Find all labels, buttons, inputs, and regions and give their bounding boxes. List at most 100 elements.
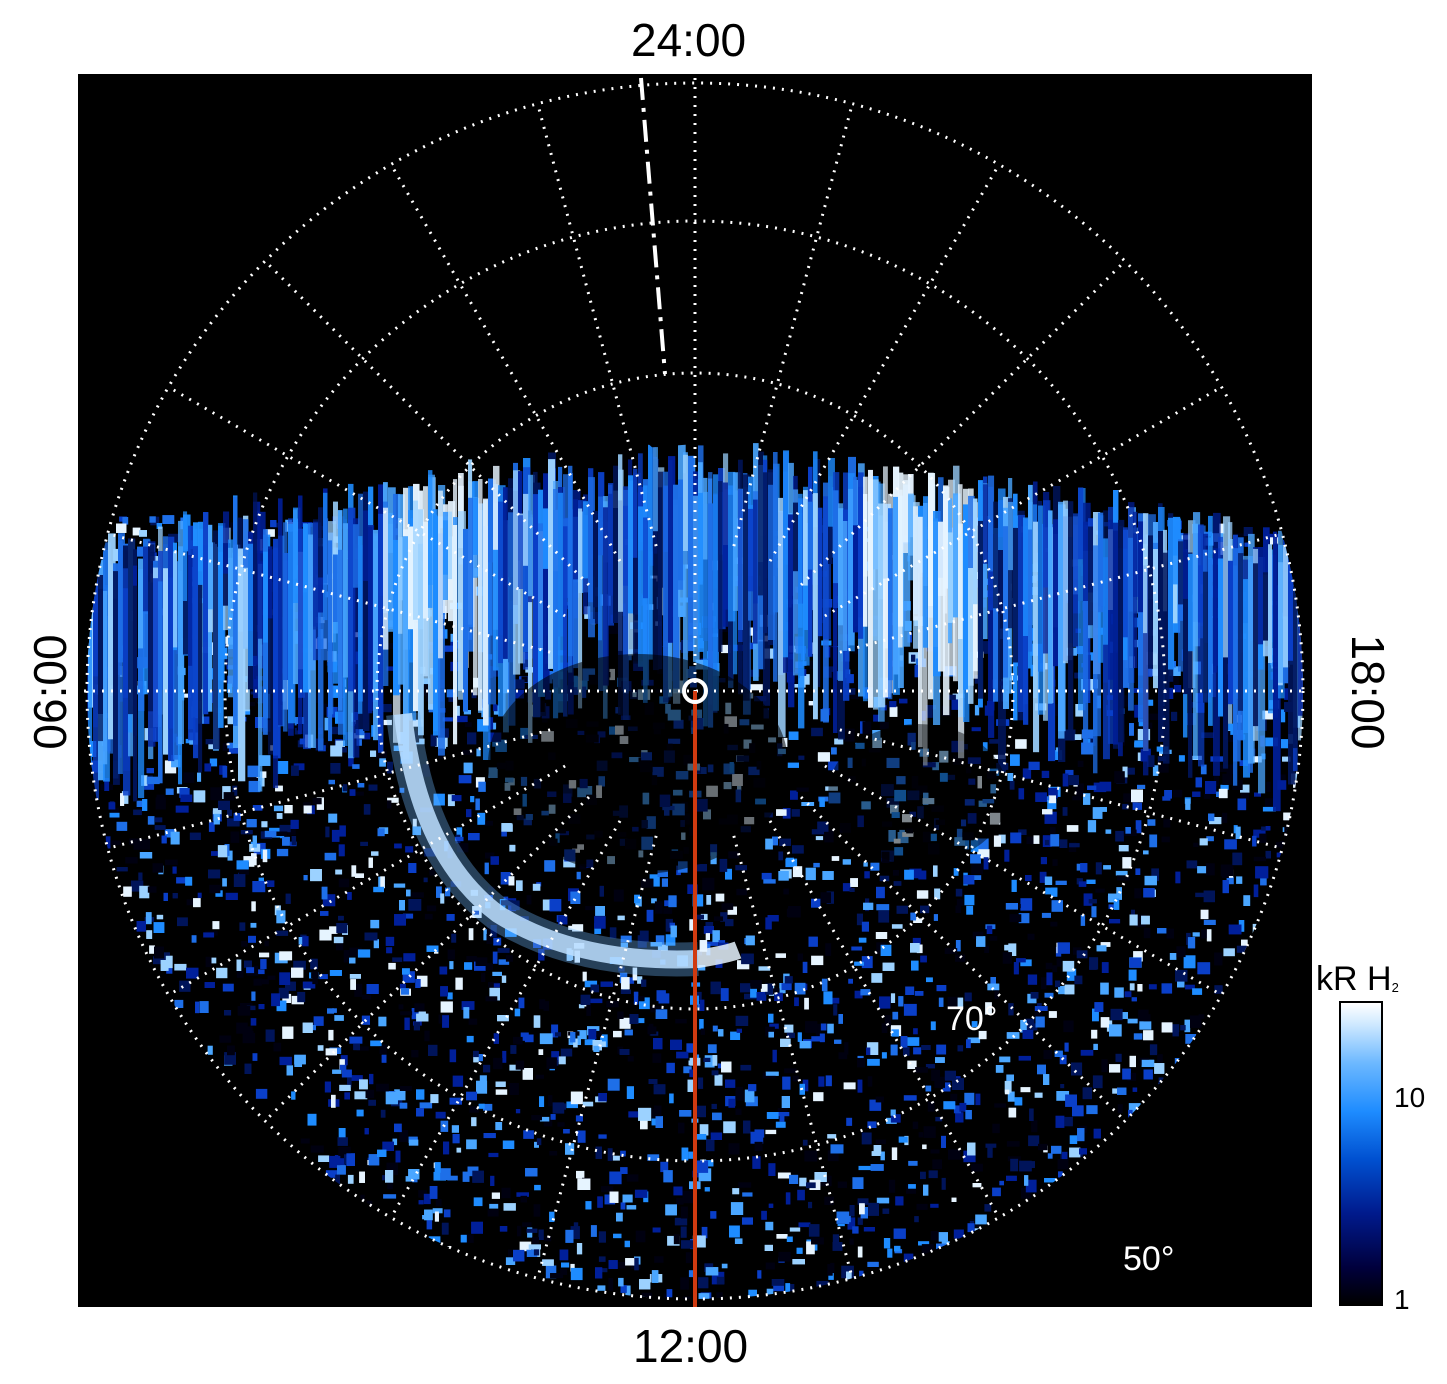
emission-pixel: [1129, 723, 1134, 736]
aurora-streak: [118, 540, 123, 774]
emission-pixel: [1214, 985, 1223, 994]
aurora-streak: [1013, 527, 1019, 663]
emission-pixel: [633, 996, 645, 1002]
emission-pixel: [911, 654, 916, 662]
aurora-streak: [173, 551, 178, 648]
aurora-streak: [488, 479, 496, 705]
emission-pixel: [749, 627, 756, 636]
aurora-streak: [888, 508, 893, 681]
emission-pixel: [415, 738, 425, 745]
aurora-streak: [98, 588, 106, 742]
emission-pixel: [650, 942, 662, 947]
aurora-streak: [198, 571, 203, 773]
emission-pixel: [911, 960, 919, 971]
emission-pixel: [1228, 924, 1242, 935]
colorbar-tick-1: 1: [1394, 1284, 1410, 1315]
aurora-streak: [1278, 530, 1283, 683]
emission-pixel: [439, 966, 448, 975]
emission-pixel: [598, 1256, 606, 1262]
emission-pixel: [843, 728, 855, 742]
aurora-streak: [1128, 537, 1134, 711]
emission-pixel: [1192, 791, 1201, 797]
aurora-streak: [493, 484, 499, 671]
emission-pixel: [387, 797, 399, 803]
emission-pixel: [890, 804, 899, 814]
emission-pixel: [349, 974, 361, 979]
emission-pixel: [515, 1060, 525, 1070]
emission-pixel: [1062, 1151, 1068, 1160]
emission-pixel: [110, 840, 121, 846]
emission-pixel: [271, 993, 280, 1007]
emission-pixel: [675, 1300, 680, 1308]
emission-pixel: [416, 1089, 425, 1100]
emission-pixel: [700, 913, 708, 920]
emission-pixel: [473, 910, 479, 915]
emission-pixel: [531, 1115, 542, 1121]
emission-pixel: [669, 922, 675, 928]
emission-pixel: [727, 906, 737, 915]
emission-pixel: [903, 1095, 917, 1101]
emission-pixel: [307, 1113, 317, 1126]
emission-pixel: [147, 816, 155, 825]
emission-pixel: [499, 1226, 508, 1232]
emission-pixel: [639, 930, 649, 943]
emission-pixel: [622, 1194, 633, 1203]
emission-pixel: [910, 943, 920, 953]
emission-pixel: [990, 784, 997, 794]
emission-pixel: [458, 775, 472, 784]
emission-pixel: [629, 1014, 639, 1024]
emission-pixel: [987, 983, 1000, 991]
emission-pixel: [455, 977, 463, 990]
emission-pixel: [870, 862, 880, 871]
emission-pixel: [317, 1045, 324, 1051]
emission-pixel: [736, 1028, 742, 1033]
emission-pixel: [745, 935, 755, 946]
emission-pixel: [1077, 1128, 1085, 1142]
emission-pixel: [590, 1225, 597, 1237]
aurora-streak: [813, 451, 818, 528]
aurora-streak: [563, 526, 568, 717]
emission-pixel: [471, 1117, 477, 1127]
emission-pixel: [665, 934, 676, 946]
aurora-streak: [1008, 501, 1014, 571]
emission-pixel: [466, 1035, 474, 1043]
emission-pixel: [1186, 860, 1198, 869]
emission-pixel: [647, 1154, 660, 1161]
emission-pixel: [259, 952, 270, 958]
emission-pixel: [786, 1032, 795, 1038]
emission-pixel: [1062, 807, 1068, 816]
aurora-streak: [138, 558, 145, 649]
aurora-streak: [1078, 487, 1084, 560]
emission-pixel: [620, 935, 632, 943]
emission-pixel: [773, 1285, 785, 1292]
emission-pixel: [382, 704, 392, 713]
emission-pixel: [1014, 1097, 1023, 1106]
emission-pixel: [820, 1023, 827, 1031]
aurora-streak: [923, 496, 930, 648]
emission-pixel: [735, 865, 747, 871]
emission-pixel: [1200, 909, 1209, 920]
emission-pixel: [197, 892, 202, 898]
emission-pixel: [488, 717, 494, 730]
emission-pixel: [634, 1189, 648, 1198]
emission-pixel: [1147, 755, 1155, 767]
emission-pixel: [136, 800, 143, 807]
emission-pixel: [536, 1138, 542, 1146]
emission-pixel: [962, 832, 974, 841]
emission-pixel: [1139, 1021, 1152, 1030]
emission-pixel: [539, 1033, 553, 1045]
emission-pixel: [508, 1249, 513, 1258]
emission-pixel: [705, 1267, 719, 1276]
emission-pixel: [467, 732, 477, 745]
emission-pixel: [470, 796, 475, 803]
emission-pixel: [799, 674, 810, 685]
aurora-streak: [588, 477, 595, 638]
emission-pixel: [689, 919, 696, 931]
emission-pixel: [783, 888, 789, 895]
emission-pixel: [1030, 664, 1035, 677]
emission-pixel: [692, 914, 704, 920]
aurora-streak: [903, 484, 911, 647]
emission-pixel: [778, 851, 784, 861]
emission-pixel: [953, 1229, 964, 1239]
emission-pixel: [172, 893, 178, 899]
